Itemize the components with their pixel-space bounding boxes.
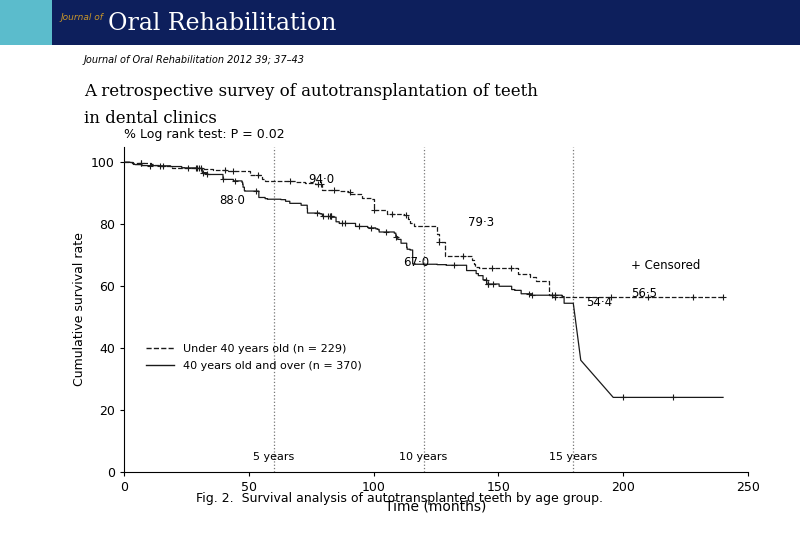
Text: % Log rank test: P = 0.02: % Log rank test: P = 0.02 bbox=[124, 128, 285, 141]
Text: 54·4: 54·4 bbox=[586, 295, 612, 309]
Text: Journal of: Journal of bbox=[60, 13, 103, 22]
Text: + Censored: + Censored bbox=[630, 259, 700, 272]
Y-axis label: Cumulative survival rate: Cumulative survival rate bbox=[73, 232, 86, 386]
Text: A retrospective survey of autotransplantation of teeth: A retrospective survey of autotransplant… bbox=[84, 83, 538, 100]
Text: in dental clinics: in dental clinics bbox=[84, 110, 217, 127]
Text: Journal of Oral Rehabilitation 2012 39; 37–43: Journal of Oral Rehabilitation 2012 39; … bbox=[84, 55, 305, 65]
Text: 10 years: 10 years bbox=[399, 453, 448, 463]
Text: 88·0: 88·0 bbox=[219, 194, 245, 207]
Bar bbox=[0, 0, 52, 45]
Text: Oral Rehabilitation: Oral Rehabilitation bbox=[108, 12, 336, 35]
Legend: Under 40 years old (n = 229), 40 years old and over (n = 370): Under 40 years old (n = 229), 40 years o… bbox=[142, 340, 366, 375]
Text: 56·5: 56·5 bbox=[630, 287, 657, 300]
X-axis label: Time (months): Time (months) bbox=[386, 499, 486, 513]
Text: 67·0: 67·0 bbox=[403, 256, 430, 269]
Text: 79·3: 79·3 bbox=[469, 216, 494, 229]
Text: 94·0: 94·0 bbox=[309, 173, 335, 185]
Text: 5 years: 5 years bbox=[253, 453, 294, 463]
Text: 15 years: 15 years bbox=[549, 453, 598, 463]
Text: Fig. 2.  Survival analysis of autotransplanted teeth by age group.: Fig. 2. Survival analysis of autotranspl… bbox=[197, 492, 603, 505]
